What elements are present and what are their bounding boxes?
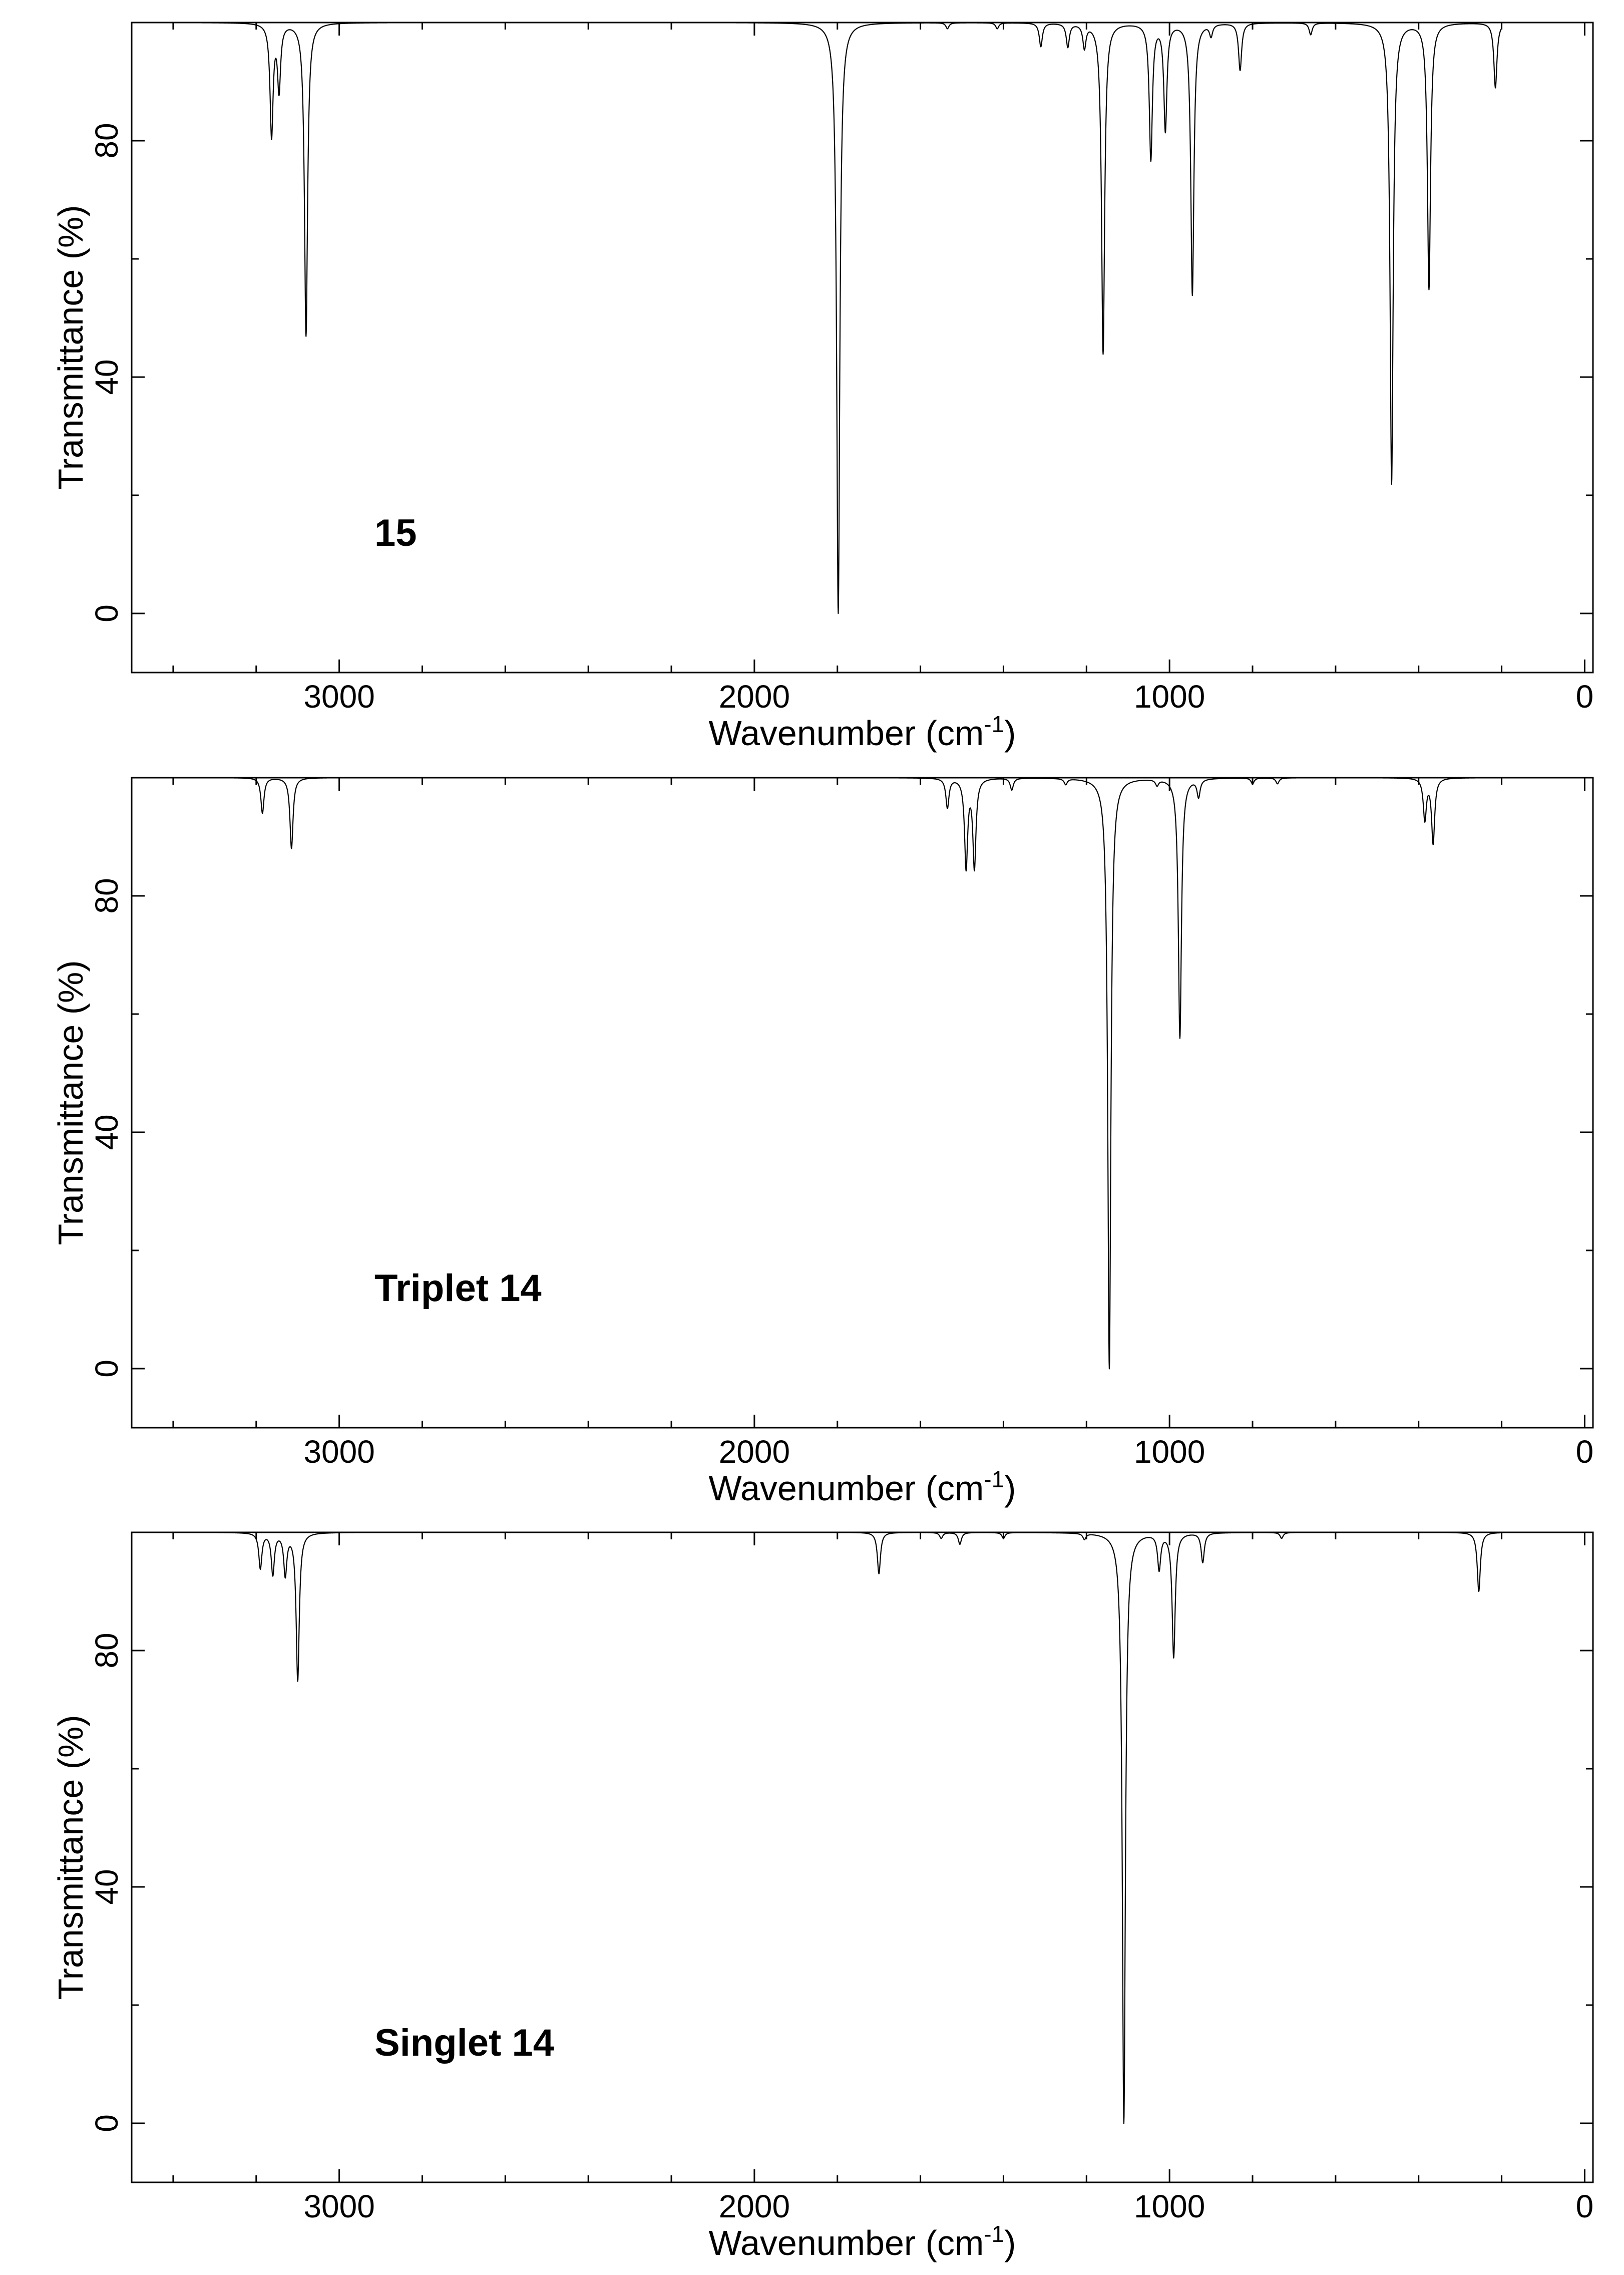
x-axis-title: Wavenumber (cm-1) (709, 711, 1016, 753)
panel-label: Singlet 14 (374, 2022, 554, 2064)
spectrum-panel-1: 3000 2000 1000 0 0 40 80 Wavenumber (cm-1) Trans… (51, 23, 1593, 753)
y-tick-label: 40 (89, 1869, 125, 1904)
x-tick-label: 2000 (719, 1434, 790, 1470)
x-tick-label: 3000 (303, 2188, 374, 2224)
spectrum-panel-3: 3000 2000 1000 0 0 40 80 Wavenumber (cm-1) Trans… (51, 1532, 1593, 2262)
x-tick-label: 0 (1576, 2188, 1594, 2224)
y-tick-label: 0 (89, 1360, 125, 1378)
spectrum-panel-2: 3000 2000 1000 0 0 40 80 Wavenumber (cm-1) Trans… (51, 778, 1593, 1508)
x-axis-title: Wavenumber (cm-1) (709, 1466, 1016, 1508)
x-tick-label: 2000 (719, 2188, 790, 2224)
x-tick-label: 0 (1576, 679, 1594, 715)
plot-frame (132, 1532, 1593, 2182)
x-tick-label: 1000 (1134, 679, 1205, 715)
y-tick-label: 80 (89, 123, 125, 158)
x-tick-label: 3000 (303, 679, 374, 715)
spectrum-line (132, 1532, 1502, 2124)
x-tick-label: 1000 (1134, 1434, 1205, 1470)
y-tick-label: 80 (89, 878, 125, 913)
y-tick-label: 0 (89, 604, 125, 622)
spectrum-line (132, 23, 1502, 613)
panel-label: Triplet 14 (374, 1267, 542, 1310)
x-tick-label: 1000 (1134, 2188, 1205, 2224)
y-tick-label: 40 (89, 1114, 125, 1150)
y-tick-label: 40 (89, 359, 125, 395)
x-axis-title: Wavenumber (cm-1) (709, 2221, 1016, 2262)
spectrum-line (132, 778, 1502, 1369)
peak-point (1513, 783, 1515, 785)
plot-frame (132, 778, 1593, 1428)
y-tick-label: 80 (89, 1633, 125, 1668)
y-axis-title: Transmittance (%) (51, 205, 90, 490)
x-tick-label: 2000 (719, 679, 790, 715)
y-axis-title: Transmittance (%) (51, 960, 90, 1245)
plot-frame (132, 23, 1593, 673)
y-axis-title: Transmittance (%) (51, 1715, 90, 2000)
panel-label: 15 (374, 512, 417, 554)
x-tick-label: 3000 (303, 1434, 374, 1470)
x-tick-label: 0 (1576, 1434, 1594, 1470)
y-tick-label: 0 (89, 2114, 125, 2132)
